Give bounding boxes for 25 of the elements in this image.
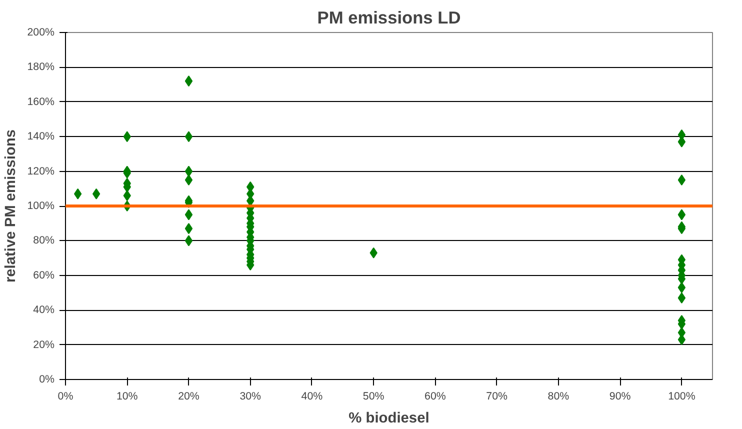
y-tick-label: 120%	[27, 165, 56, 178]
y-tick-label: 160%	[27, 96, 56, 108]
x-tick-label: 50%	[362, 390, 385, 402]
y-tick-label: 100%	[27, 200, 56, 212]
chart-title: PM emissions LD	[317, 8, 461, 28]
x-tick-label: 60%	[424, 390, 446, 402]
x-tick-label: 100%	[668, 390, 696, 402]
x-tick-label: 0%	[58, 390, 74, 402]
y-tick-label: 80%	[33, 234, 56, 247]
y-tick-label: 140%	[27, 130, 56, 143]
y-tick-label: 40%	[33, 304, 56, 316]
y-tick-label: 0%	[39, 374, 56, 386]
y-tick-label: 60%	[33, 269, 56, 282]
y-tick-label: 180%	[27, 61, 56, 74]
x-tick-label: 10%	[116, 390, 138, 402]
x-axis-title: % biodiesel	[348, 410, 430, 426]
y-tick-label: 20%	[33, 338, 56, 351]
x-tick-label: 30%	[240, 390, 262, 402]
x-tick-label: 80%	[548, 390, 570, 402]
y-axis-title: relative PM emissions	[3, 129, 20, 283]
x-tick-label: 20%	[178, 390, 200, 402]
x-tick-label: 40%	[301, 390, 324, 402]
x-tick-label: 70%	[486, 390, 508, 402]
x-tick-label: 90%	[609, 390, 632, 402]
y-tick-label: 200%	[27, 26, 56, 38]
